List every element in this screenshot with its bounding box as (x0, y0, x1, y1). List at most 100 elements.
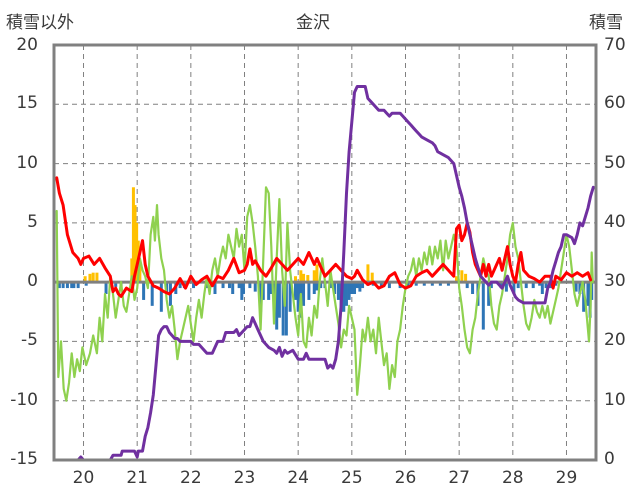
bar-102 (516, 282, 520, 289)
x-tick-label: 25 (341, 468, 363, 488)
bar-101 (512, 282, 516, 294)
bar-35 (237, 282, 241, 289)
bar-45 (275, 282, 279, 330)
bar-92 (464, 273, 468, 283)
bar-46 (277, 282, 281, 318)
bar-77 (312, 270, 316, 283)
y-right-tick-label: 40 (604, 211, 626, 232)
bar-112 (582, 282, 586, 312)
bar-91 (460, 270, 464, 283)
bar-106 (540, 282, 544, 294)
y-right-axis-title: 積雪 (589, 13, 623, 33)
bar-41 (261, 282, 265, 300)
bar-98 (489, 282, 493, 289)
bar-75 (302, 273, 306, 283)
bar-13 (114, 282, 118, 287)
series-line-2 (52, 85, 595, 462)
bar-21 (142, 282, 146, 300)
y-left-tick-label: 5 (27, 211, 38, 232)
y-left-tick-label: 0 (27, 271, 38, 292)
bar-37 (241, 282, 245, 294)
bar-15 (130, 258, 134, 283)
bar-81 (379, 282, 383, 289)
bar-109 (554, 282, 558, 286)
bar-32 (221, 282, 225, 289)
x-tick-label: 20 (72, 468, 95, 488)
bar-89 (446, 282, 450, 286)
bar-10 (95, 272, 99, 283)
bar-4 (72, 282, 76, 289)
bar-68 (355, 282, 359, 289)
bar-63 (342, 282, 346, 312)
y-left-tick-label: -5 (21, 330, 38, 351)
x-tick-label: 21 (126, 468, 148, 488)
bar-43 (269, 282, 273, 294)
bar-47 (281, 282, 285, 336)
bar-86 (422, 282, 426, 286)
bar-87 (430, 282, 434, 286)
bar-17 (133, 205, 137, 283)
x-tick-label: 22 (180, 468, 202, 488)
y-left-axis-title: 積雪以外 (6, 13, 74, 33)
bar-73 (293, 276, 297, 283)
bar-80 (370, 272, 374, 283)
bar-53 (302, 282, 306, 306)
bar-8 (88, 273, 92, 283)
y-right-tick-label: 30 (604, 271, 626, 292)
bar-88 (438, 282, 442, 286)
bar-107 (544, 282, 548, 289)
chart-title: 金沢 (296, 13, 330, 33)
bar-22 (150, 282, 154, 306)
bar-50 (293, 282, 297, 300)
bar-74 (299, 270, 303, 283)
bar-82 (387, 282, 391, 289)
x-tick-label: 24 (287, 468, 309, 488)
x-tick-label: 23 (233, 468, 256, 488)
bar-65 (347, 282, 351, 300)
bar-96 (481, 282, 485, 330)
bar-40 (259, 282, 263, 312)
series-line-0 (55, 176, 593, 298)
bar-78 (315, 264, 319, 283)
y-left-tick-label: -15 (10, 449, 38, 469)
bar-1 (61, 282, 65, 289)
bar-30 (205, 282, 209, 289)
y-left-tick-label: -10 (10, 389, 38, 410)
bar-56 (315, 282, 319, 291)
bar-34 (231, 282, 235, 294)
bar-6 (83, 276, 87, 283)
bar-48 (284, 282, 288, 336)
bar-7 (84, 282, 88, 286)
bar-103 (524, 282, 528, 289)
y-right-tick-label: 10 (604, 389, 626, 410)
bar-110 (574, 282, 578, 292)
bar-93 (465, 282, 469, 289)
bar-69 (358, 282, 362, 292)
bar-55 (312, 282, 316, 294)
plot-frame (52, 43, 598, 462)
bar-20 (138, 264, 142, 283)
bar-105 (538, 282, 542, 286)
bar-97 (487, 282, 491, 306)
bar-64 (344, 282, 348, 306)
bar-36 (240, 282, 244, 300)
y-right-tick-label: 70 (604, 35, 626, 55)
lines (52, 85, 595, 462)
bar-66 (350, 282, 354, 294)
bar-70 (361, 282, 365, 289)
bar-100 (504, 282, 508, 292)
bar-29 (192, 282, 196, 289)
plot-border (52, 43, 598, 462)
bar-54 (307, 282, 311, 300)
bar-38 (248, 282, 252, 289)
x-tick-label: 29 (555, 468, 578, 488)
bar-9 (91, 272, 95, 283)
bar-2 (65, 282, 69, 289)
y-right-tick-label: 20 (604, 330, 626, 351)
y-right-tick-label: 60 (604, 93, 626, 114)
bar-23 (159, 282, 163, 312)
bar-3 (70, 282, 74, 289)
bar-39 (253, 282, 257, 292)
bar-84 (406, 282, 410, 289)
